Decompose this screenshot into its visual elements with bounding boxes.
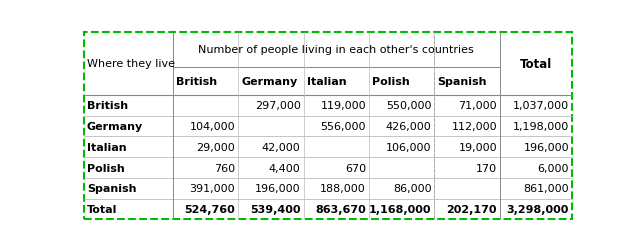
Text: Number of people living in each other's countries: Number of people living in each other's … <box>198 45 474 55</box>
Text: Total: Total <box>87 204 117 214</box>
Text: British: British <box>176 76 217 86</box>
Text: 170: 170 <box>476 163 497 173</box>
Text: Italian: Italian <box>307 76 346 86</box>
Text: 86,000: 86,000 <box>393 184 431 194</box>
Text: 539,400: 539,400 <box>250 204 301 214</box>
Text: 196,000: 196,000 <box>524 142 569 152</box>
Text: 188,000: 188,000 <box>320 184 366 194</box>
Text: 19,000: 19,000 <box>458 142 497 152</box>
Text: Polish: Polish <box>87 163 125 173</box>
Text: Germany: Germany <box>87 122 143 132</box>
Text: 1,198,000: 1,198,000 <box>513 122 569 132</box>
Text: Where they live: Where they live <box>87 59 175 69</box>
Text: Germany: Germany <box>241 76 298 86</box>
Text: 426,000: 426,000 <box>386 122 431 132</box>
Text: 106,000: 106,000 <box>386 142 431 152</box>
Text: 196,000: 196,000 <box>255 184 301 194</box>
Text: 297,000: 297,000 <box>255 101 301 111</box>
Text: 861,000: 861,000 <box>524 184 569 194</box>
Text: 3,298,000: 3,298,000 <box>507 204 569 214</box>
Text: 670: 670 <box>345 163 366 173</box>
Text: 760: 760 <box>214 163 235 173</box>
Text: Polish: Polish <box>372 76 410 86</box>
Text: 556,000: 556,000 <box>321 122 366 132</box>
Text: 1,037,000: 1,037,000 <box>513 101 569 111</box>
Text: 71,000: 71,000 <box>458 101 497 111</box>
Text: 391,000: 391,000 <box>189 184 235 194</box>
Text: 6,000: 6,000 <box>538 163 569 173</box>
Text: 202,170: 202,170 <box>447 204 497 214</box>
Text: 524,760: 524,760 <box>184 204 235 214</box>
Text: Spanish: Spanish <box>438 76 487 86</box>
Text: 1,168,000: 1,168,000 <box>369 204 431 214</box>
Text: Total: Total <box>520 58 552 70</box>
Text: 863,670: 863,670 <box>316 204 366 214</box>
Text: Italian: Italian <box>87 142 127 152</box>
Text: 550,000: 550,000 <box>386 101 431 111</box>
Text: Spanish: Spanish <box>87 184 136 194</box>
Text: 4,400: 4,400 <box>269 163 301 173</box>
Text: 112,000: 112,000 <box>451 122 497 132</box>
Text: 119,000: 119,000 <box>321 101 366 111</box>
Text: 29,000: 29,000 <box>196 142 235 152</box>
Text: British: British <box>87 101 128 111</box>
Text: 104,000: 104,000 <box>189 122 235 132</box>
Text: 42,000: 42,000 <box>262 142 301 152</box>
